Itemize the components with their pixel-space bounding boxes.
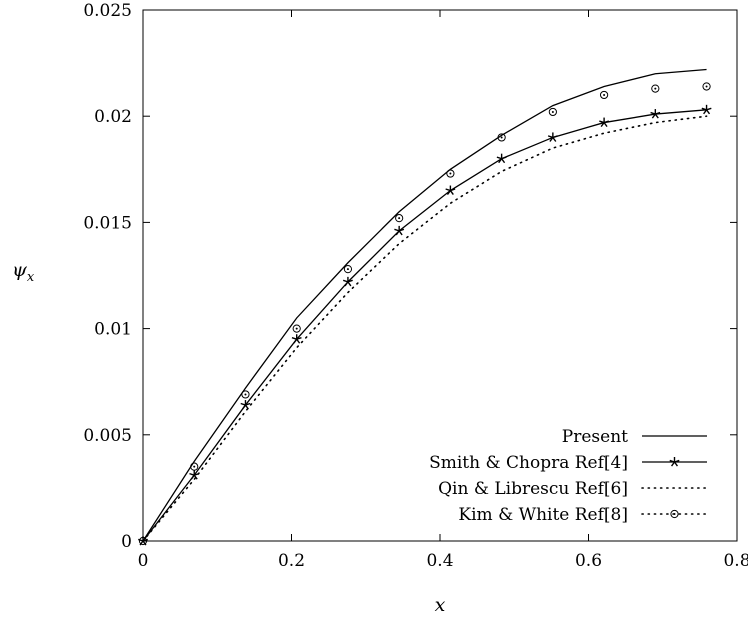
y-tick-label: 0 bbox=[121, 532, 132, 552]
x-axis-title: x bbox=[435, 594, 446, 616]
data-point-dotted-circle bbox=[497, 133, 506, 142]
legend-swatch bbox=[642, 457, 707, 467]
data-point-dotted-circle bbox=[190, 462, 199, 471]
data-point-solid-star bbox=[394, 225, 405, 236]
data-point-solid-star bbox=[650, 109, 661, 119]
series-line-0 bbox=[142, 68, 707, 542]
series-line-2 bbox=[142, 115, 708, 542]
x-tick-label: 0 bbox=[138, 551, 149, 571]
legend-swatch bbox=[641, 509, 708, 519]
legend: Present Smith & Chopra Ref[4] Qin & Libres… bbox=[429, 427, 708, 525]
data-point-solid-star bbox=[445, 185, 456, 195]
x-tick-label: 0.2 bbox=[278, 551, 305, 571]
data-point-dotted-circle bbox=[343, 265, 353, 274]
data-point-dotted-circle bbox=[446, 169, 455, 178]
legend-label: Smith & Chopra Ref[4] bbox=[429, 453, 628, 473]
legend-label: Kim & White Ref[8] bbox=[458, 505, 628, 525]
legend-label: Present bbox=[562, 427, 628, 447]
data-point-solid-star bbox=[496, 153, 507, 164]
data-point-dotted-circle bbox=[395, 214, 404, 223]
data-point-solid-star bbox=[291, 334, 302, 344]
x-tick-label: 0.4 bbox=[426, 551, 453, 571]
data-point-dotted-circle bbox=[599, 90, 609, 100]
series-layer bbox=[138, 68, 712, 546]
y-tick-label: 0.02 bbox=[94, 107, 132, 127]
data-point-solid-star bbox=[342, 276, 353, 287]
y-tick-label: 0.015 bbox=[83, 213, 132, 233]
series-line-1 bbox=[142, 109, 707, 542]
y-tick-label: 0.025 bbox=[83, 1, 132, 21]
axis-ticks: 0 0.2 0.4 0.6 0.8 0 0.005 0.01 0.015 0.02 0.025 bbox=[83, 1, 748, 571]
y-axis-title: ψx bbox=[12, 259, 35, 285]
data-point-dotted-circle bbox=[241, 390, 250, 399]
y-tick-label: 0.01 bbox=[94, 320, 132, 340]
x-tick-label: 0.8 bbox=[723, 551, 748, 571]
legend-label: Qin & Librescu Ref[6] bbox=[438, 479, 628, 499]
data-point-solid-star bbox=[547, 132, 558, 142]
data-point-solid-star bbox=[701, 104, 712, 115]
data-point-dotted-circle bbox=[651, 84, 660, 93]
data-point-dotted-circle bbox=[138, 536, 148, 546]
y-axis-title-subscript: x bbox=[27, 270, 35, 285]
data-point-dotted-circle bbox=[548, 107, 557, 117]
y-axis-title-main: ψ bbox=[12, 259, 28, 281]
x-tick-label: 0.6 bbox=[575, 551, 602, 571]
data-point-solid-star bbox=[189, 470, 200, 480]
y-tick-label: 0.005 bbox=[83, 426, 132, 446]
data-point-solid-star bbox=[599, 117, 610, 128]
data-point-dotted-circle bbox=[702, 82, 711, 91]
data-point-dotted-circle bbox=[292, 324, 301, 333]
